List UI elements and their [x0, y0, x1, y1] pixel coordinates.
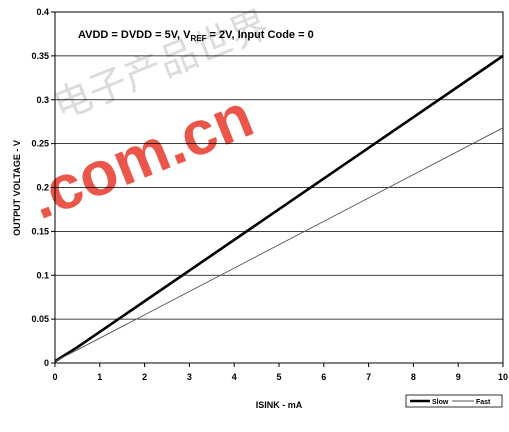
- x-tick-label-10: 10: [498, 372, 508, 382]
- legend-slow-label: Slow: [432, 399, 449, 406]
- series-group: [54, 54, 504, 363]
- x-tick-label-0: 0: [52, 372, 57, 382]
- chart-annotation: AVDD = DVDD = 5V, VREF = 2V, Input Code …: [78, 29, 314, 43]
- y-tick-label-5: 0.25: [31, 139, 49, 149]
- x-tick-label-2: 2: [142, 372, 147, 382]
- x-tick-label-4: 4: [232, 372, 237, 382]
- y-tick-label-1: 0.05: [31, 314, 49, 324]
- legend: Slow Fast: [405, 394, 503, 408]
- x-tick-labels: 0 1 2 3 4 5 6 7 8 9 10: [52, 363, 508, 382]
- annotation-part-1: AVDD = DVDD = 5V, V: [78, 29, 191, 41]
- x-tick-label-1: 1: [97, 372, 102, 382]
- x-tick-label-8: 8: [411, 372, 416, 382]
- y-axis-title: OUTPUT VOLTAGE - V: [12, 140, 22, 236]
- y-tick-label-6: 0.3: [36, 95, 49, 105]
- series-line-slow: [54, 54, 504, 363]
- y-tick-label-3: 0.15: [31, 226, 49, 236]
- legend-fast-label: Fast: [476, 399, 491, 406]
- x-tick-label-3: 3: [187, 372, 192, 382]
- y-tick-label-4: 0.2: [36, 183, 49, 193]
- y-tick-label-8: 0.4: [36, 7, 49, 17]
- y-tick-label-2: 0.1: [36, 270, 49, 280]
- annotation-part-2: = 2V, Input Code = 0: [207, 29, 314, 41]
- x-tick-label-6: 6: [321, 372, 326, 382]
- x-axis-title: ISINK - mA: [256, 400, 303, 410]
- x-tick-label-5: 5: [276, 372, 281, 382]
- y-tick-label-7: 0.35: [31, 51, 49, 61]
- y-tick-labels: 0 0.05 0.1 0.15 0.2 0.25 0.3 0.35 0.4: [31, 7, 55, 368]
- x-tick-label-7: 7: [366, 372, 371, 382]
- annotation-subscript-ref: REF: [191, 34, 207, 43]
- x-tick-label-9: 9: [456, 372, 461, 382]
- series-line-fast: [54, 127, 504, 362]
- y-tick-label-0: 0: [44, 358, 49, 368]
